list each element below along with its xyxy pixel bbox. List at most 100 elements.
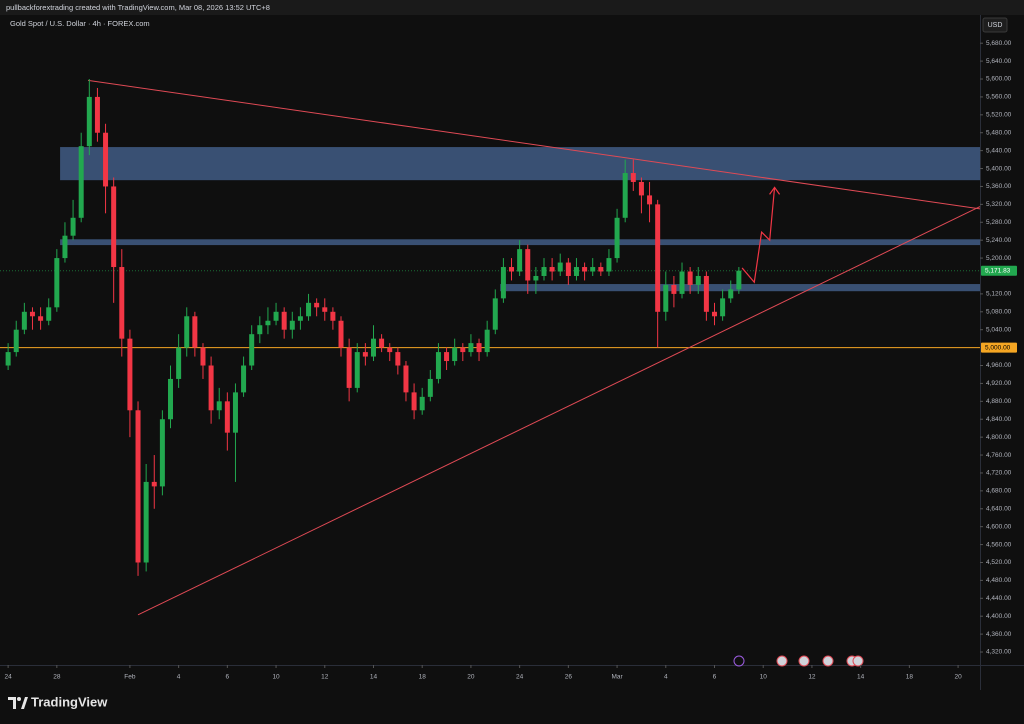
candle-body bbox=[127, 338, 133, 411]
logo-mark bbox=[21, 697, 28, 709]
y-tick-label: 5,440.00 bbox=[986, 147, 1012, 154]
candle-body bbox=[224, 401, 230, 433]
y-tick-label: 5,600.00 bbox=[986, 76, 1012, 83]
candle-body bbox=[711, 311, 717, 317]
candle-body bbox=[703, 275, 709, 312]
candle-body bbox=[13, 329, 19, 353]
candle-body bbox=[379, 338, 385, 348]
plot-area bbox=[0, 79, 981, 616]
candle-body bbox=[346, 347, 352, 388]
candle-body bbox=[29, 311, 35, 317]
candle-body bbox=[103, 132, 109, 187]
y-tick-label: 4,760.00 bbox=[986, 452, 1012, 459]
projection-arrowhead bbox=[769, 186, 781, 195]
brand-logo bbox=[8, 697, 28, 709]
candle-body bbox=[468, 343, 474, 353]
y-tick-label: 5,520.00 bbox=[986, 112, 1012, 119]
x-tick-label: 18 bbox=[419, 674, 427, 681]
event-icon bbox=[852, 655, 864, 667]
y-tick-label: 4,720.00 bbox=[986, 470, 1012, 477]
x-tick-label: 6 bbox=[713, 674, 717, 681]
x-tick-label: 6 bbox=[226, 674, 230, 681]
candle-body bbox=[663, 284, 669, 312]
x-tick-label: 12 bbox=[321, 674, 329, 681]
candle-body bbox=[590, 267, 596, 272]
currency: USD bbox=[988, 22, 1003, 29]
candle-body bbox=[62, 235, 68, 259]
candle-body bbox=[111, 186, 117, 268]
candle-body bbox=[143, 481, 149, 563]
x-tick-label: 10 bbox=[760, 674, 768, 681]
header-text: pullbackforextrading created with Tradin… bbox=[6, 3, 270, 12]
x-tick-label: 18 bbox=[906, 674, 914, 681]
candle-body bbox=[314, 302, 320, 308]
y-tick-label: 5,560.00 bbox=[986, 94, 1012, 101]
header-bar bbox=[0, 0, 1024, 15]
y-tick-label: 5,360.00 bbox=[986, 183, 1012, 190]
level-tag bbox=[981, 342, 1017, 353]
projection-path bbox=[741, 187, 776, 284]
candle-body bbox=[419, 396, 425, 411]
candle-body bbox=[200, 347, 206, 366]
y-tick-label: 4,880.00 bbox=[986, 398, 1012, 405]
candle-body bbox=[330, 311, 336, 321]
y-tick-label: 5,680.00 bbox=[986, 40, 1012, 47]
candle-body bbox=[525, 249, 531, 281]
y-tick-label: 5,200.00 bbox=[986, 255, 1012, 262]
y-tick-label: 4,440.00 bbox=[986, 595, 1012, 602]
candle-body bbox=[306, 302, 312, 317]
currency-box bbox=[982, 17, 1008, 33]
x-tick-label: 4 bbox=[664, 674, 668, 681]
x-tick-label: 20 bbox=[467, 674, 475, 681]
candle-body bbox=[208, 365, 214, 411]
candle-body bbox=[647, 195, 653, 205]
level-tag-label: 5,000.00 bbox=[985, 344, 1011, 351]
candle-body bbox=[622, 173, 628, 218]
x-tick-label: 14 bbox=[370, 674, 378, 681]
x-tick-label: 20 bbox=[954, 674, 962, 681]
candle-body bbox=[176, 347, 182, 379]
candle-body bbox=[54, 258, 60, 308]
candle-body bbox=[460, 347, 466, 353]
y-tick-label: 4,840.00 bbox=[986, 416, 1012, 423]
last-price-tag bbox=[981, 265, 1017, 276]
candle-body bbox=[119, 267, 125, 339]
candle-body bbox=[492, 298, 498, 330]
event-icon bbox=[776, 655, 788, 667]
candle-body bbox=[549, 267, 555, 272]
candle-body bbox=[21, 311, 27, 330]
candle-body bbox=[370, 338, 376, 357]
y-tick-label: 5,240.00 bbox=[986, 237, 1012, 244]
candle-body bbox=[281, 311, 287, 330]
y-tick-label: 4,520.00 bbox=[986, 559, 1012, 566]
x-tick-label: Mar bbox=[611, 674, 623, 681]
candle-body bbox=[273, 311, 279, 321]
candle-body bbox=[168, 378, 174, 420]
y-tick-label: 4,800.00 bbox=[986, 434, 1012, 441]
candle-body bbox=[598, 267, 604, 272]
y-tick-label: 5,320.00 bbox=[986, 201, 1012, 208]
candle-body bbox=[322, 307, 328, 312]
candle-body bbox=[241, 365, 247, 393]
logo-mark bbox=[17, 697, 21, 701]
y-tick-label: 5,480.00 bbox=[986, 129, 1012, 136]
candle-body bbox=[289, 320, 295, 330]
logo-mark bbox=[8, 697, 16, 709]
y-tick-label: 5,640.00 bbox=[986, 58, 1012, 65]
footer-bar bbox=[0, 690, 1024, 719]
x-tick-label: 24 bbox=[5, 674, 13, 681]
candle-body bbox=[216, 401, 222, 411]
candle-body bbox=[338, 320, 344, 348]
candle-body bbox=[46, 307, 52, 321]
candle-body bbox=[630, 173, 636, 182]
candle-body bbox=[135, 410, 141, 563]
candle-body bbox=[606, 258, 612, 272]
candle-body bbox=[354, 352, 360, 388]
y-tick-label: 4,400.00 bbox=[986, 613, 1012, 620]
y-tick-label: 5,040.00 bbox=[986, 326, 1012, 333]
candle-body bbox=[159, 419, 165, 487]
y-tick-label: 4,360.00 bbox=[986, 631, 1012, 638]
candle-body bbox=[452, 347, 458, 362]
candle-body bbox=[249, 334, 255, 366]
